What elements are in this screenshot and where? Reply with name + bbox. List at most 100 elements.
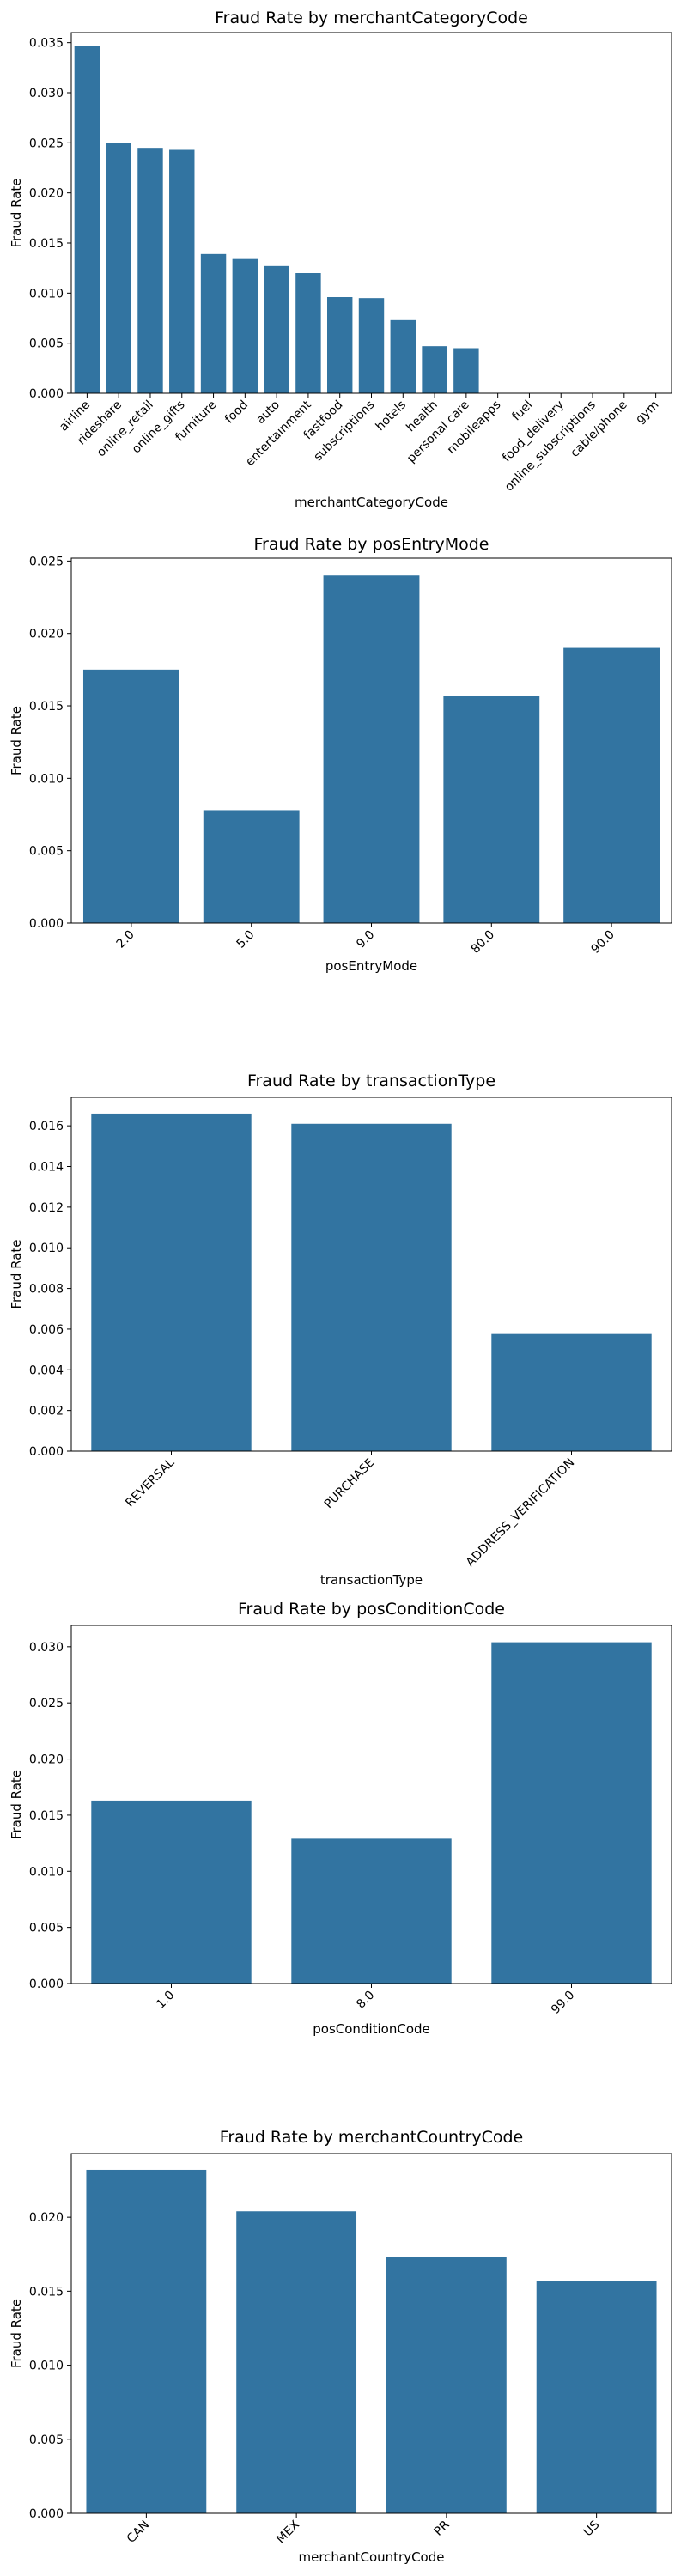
x-tick-label: 99.0	[549, 1989, 577, 2017]
y-tick-label: 0.010	[29, 1865, 64, 1879]
x-tick-label: REVERSAL	[123, 1455, 177, 1510]
y-tick-label: 0.010	[29, 1242, 64, 1255]
bar-mex	[236, 2211, 357, 2513]
y-axis-label: Fraud Rate	[9, 706, 24, 775]
y-axis-label: Fraud Rate	[9, 178, 24, 247]
y-axis-label: Fraud Rate	[9, 1239, 24, 1309]
y-tick-label: 0.030	[29, 1641, 64, 1655]
bar-99-0	[491, 1642, 652, 1984]
bar-fastfood	[326, 297, 353, 393]
chart-title: Fraud Rate by merchantCategoryCode	[215, 9, 528, 27]
bar-food	[232, 258, 258, 393]
y-tick-label: 0.010	[29, 287, 64, 301]
bar-auto	[264, 265, 289, 393]
chart-2: Fraud Rate by posEntryMode 0.000 0.005 0.01…	[9, 535, 672, 974]
bar-5-0	[203, 810, 300, 923]
y-tick-label: 0.006	[29, 1323, 64, 1337]
bar-us	[536, 2281, 657, 2513]
y-tick-label: 0.010	[29, 772, 64, 786]
y-tick-label: 0.010	[29, 2360, 64, 2373]
y-tick-label: 0.025	[29, 137, 64, 150]
y-tick-label: 0.005	[29, 2433, 64, 2447]
chart-3: Fraud Rate by transactionType 0.000 0.002 0…	[9, 1072, 672, 1588]
x-tick-label: 1.0	[154, 1989, 177, 2012]
bar-8-0	[291, 1838, 452, 1984]
y-tick-label: 0.015	[29, 237, 64, 251]
x-axis-label: posEntryMode	[325, 958, 417, 974]
bar-reversal	[91, 1113, 252, 1451]
plot-frame	[70, 2153, 672, 2514]
x-tick-label: 90.0	[589, 928, 617, 957]
x-axis-label: merchantCountryCode	[298, 2549, 444, 2565]
y-tick-label: 0.015	[29, 700, 64, 714]
bar-furniture	[200, 253, 227, 393]
y-tick-label: 0.020	[29, 1753, 64, 1767]
y-tick-label: 0.008	[29, 1283, 64, 1297]
bar-health	[422, 346, 447, 393]
x-tick-label: cable/phone	[568, 398, 629, 460]
chart-title: Fraud Rate by posConditionCode	[238, 1600, 505, 1619]
x-tick-label: ADDRESS_VERIFICATION	[464, 1456, 578, 1571]
chart-4: Fraud Rate by posConditionCode 0.000 0.005…	[9, 1600, 672, 2037]
chart-title: Fraud Rate by posEntryMode	[254, 535, 489, 554]
y-tick-label: 0.016	[29, 1120, 64, 1133]
y-tick-label: 0.025	[29, 555, 64, 568]
y-tick-label: 0.020	[29, 187, 64, 201]
x-tick-label: 5.0	[234, 928, 257, 951]
x-axis-label: posConditionCode	[313, 2021, 430, 2037]
y-tick-label: 0.012	[29, 1201, 64, 1215]
bar-90-0	[563, 647, 660, 923]
chart-1: Fraud Rate by merchantCategoryCode 0.000 0…	[9, 9, 672, 510]
x-tick-label: PURCHASE	[322, 1456, 378, 1512]
y-tick-label: 0.015	[29, 1809, 64, 1823]
x-tick-label: US	[581, 2518, 603, 2539]
bar-80-0	[443, 696, 540, 923]
y-tick-label: 0.000	[29, 1445, 64, 1459]
y-tick-label: 0.000	[29, 2507, 64, 2521]
y-tick-label: 0.000	[29, 917, 64, 931]
bar-pr	[386, 2257, 507, 2513]
bar-2-0	[82, 669, 179, 923]
bar-online-retail	[137, 148, 163, 393]
chart-5: Fraud Rate by merchantCountryCode 0.000 0.…	[9, 2128, 672, 2565]
bar-entertainment	[295, 273, 321, 393]
bar-online-gifts	[169, 149, 195, 393]
bar-personal-care	[453, 348, 479, 393]
y-tick-label: 0.005	[29, 1922, 64, 1935]
y-tick-label: 0.030	[29, 87, 64, 100]
y-tick-label: 0.020	[29, 2211, 64, 2225]
x-tick-label: PR	[432, 2518, 453, 2538]
x-tick-label: 80.0	[469, 928, 497, 957]
chart-title: Fraud Rate by merchantCountryCode	[220, 2128, 523, 2147]
y-tick-label: 0.000	[29, 1978, 64, 1991]
x-tick-label: hotels	[374, 398, 410, 434]
bar-rideshare	[106, 143, 131, 394]
bar-can	[86, 2169, 207, 2513]
y-tick-label: 0.014	[29, 1161, 64, 1175]
bar-address-verification	[491, 1333, 652, 1451]
x-tick-label: gym	[633, 398, 661, 427]
x-tick-label: 8.0	[354, 1989, 377, 2012]
x-tick-label: MEX	[274, 2518, 302, 2546]
chart-title: Fraud Rate by transactionType	[247, 1072, 495, 1091]
y-axis-label: Fraud Rate	[9, 1770, 24, 1839]
bar-hotels	[390, 319, 416, 393]
bar-airline	[74, 46, 100, 394]
x-tick-label: food	[222, 398, 251, 427]
y-tick-label: 0.005	[29, 337, 64, 351]
y-tick-label: 0.020	[29, 628, 64, 641]
x-tick-label: CAN	[125, 2518, 152, 2546]
y-tick-label: 0.002	[29, 1405, 64, 1419]
bar-purchase	[291, 1123, 452, 1451]
x-axis-label: merchantCategoryCode	[295, 495, 448, 510]
y-tick-label: 0.000	[29, 387, 64, 401]
bar-9-0	[323, 575, 420, 923]
y-tick-label: 0.035	[29, 37, 64, 51]
y-tick-label: 0.004	[29, 1364, 64, 1377]
x-axis-label: transactionType	[320, 1572, 423, 1588]
x-tick-label: 2.0	[114, 928, 137, 951]
x-tick-label: auto	[253, 398, 283, 428]
x-tick-label: 9.0	[354, 928, 377, 951]
bar-1-0	[91, 1800, 252, 1984]
